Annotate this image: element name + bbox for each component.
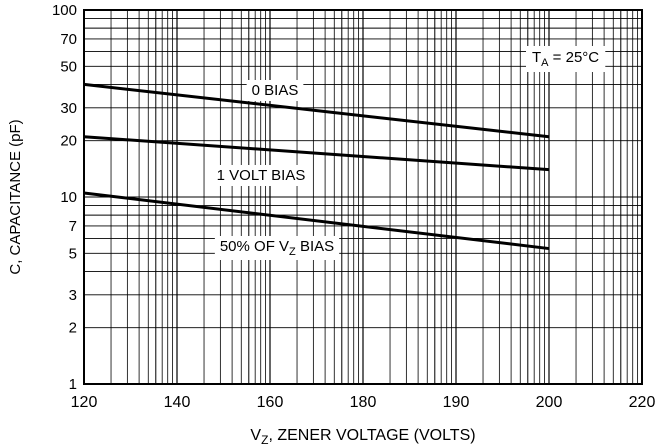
series-label-bg — [246, 80, 304, 101]
x-tick-label: 190 — [443, 394, 470, 411]
y-tick-label: 70 — [60, 31, 77, 48]
x-axis-label-rest: , ZENER VOLTAGE (VOLTS) — [268, 427, 475, 444]
x-axis-label-base: V — [250, 427, 261, 444]
series-label: 50% OF VZ BIAS — [214, 236, 340, 260]
y-tick-label: 50 — [60, 58, 77, 75]
y-tick-label: 7 — [69, 218, 77, 235]
y-tick-label: 100 — [52, 2, 77, 19]
series-label-base: 50% OF V — [220, 238, 289, 255]
annotation-subscript: A — [541, 57, 549, 69]
series-labels: 0 BIAS 1 VOLT BIAS 50% OF VZ BIAS — [211, 80, 340, 260]
x-tick-label: 140 — [164, 394, 191, 411]
y-tick-label: 1 — [69, 376, 77, 393]
y-tick-label: 20 — [60, 133, 77, 150]
series-label: 0 BIAS — [246, 80, 304, 101]
series-label-text: 50% OF VZ BIAS — [220, 238, 334, 258]
y-axis-label: C, CAPACITANCE (pF) — [7, 119, 24, 274]
x-tick-label: 200 — [536, 394, 563, 411]
series-label-subscript: Z — [289, 246, 296, 258]
y-tick-label: 3 — [69, 287, 77, 304]
y-tick-label: 10 — [60, 189, 77, 206]
series-label-bg — [211, 165, 311, 186]
series-label-rest: BIAS — [296, 238, 334, 255]
x-tick-label: 180 — [350, 394, 377, 411]
temperature-annotation-text: TA = 25°C — [532, 49, 599, 69]
x-tick-labels: 120 140 160 180 190 200 220 — [71, 394, 656, 411]
series-layer — [83, 82, 550, 251]
series-line — [83, 191, 550, 251]
y-tick-labels: 1 2 3 5 7 10 20 30 50 70 100 — [52, 2, 77, 393]
x-tick-label: 220 — [629, 394, 656, 411]
y-tick-label: 30 — [60, 100, 77, 117]
x-tick-label: 120 — [71, 394, 98, 411]
series-label-text: 0 BIAS — [252, 82, 299, 99]
series-line — [83, 82, 550, 139]
y-tick-label: 5 — [69, 245, 77, 262]
series-label: 1 VOLT BIAS — [211, 165, 311, 186]
x-axis-label-subscript: Z — [261, 433, 268, 447]
annotation-base: T — [532, 49, 541, 66]
y-tick-label: 2 — [69, 320, 77, 337]
temperature-annotation: TA = 25°C — [526, 46, 606, 72]
series-label-base: 0 BIAS — [252, 82, 299, 99]
series-label-text: 1 VOLT BIAS — [217, 167, 306, 184]
x-tick-label: 160 — [257, 394, 284, 411]
plot-frame — [83, 9, 643, 385]
annotation-rest: = 25°C — [549, 49, 600, 66]
series-line — [83, 135, 550, 172]
series-label-base: 1 VOLT BIAS — [217, 167, 306, 184]
x-axis-label: VZ, ZENER VOLTAGE (VOLTS) — [250, 427, 475, 447]
series-label-bg — [214, 236, 340, 260]
